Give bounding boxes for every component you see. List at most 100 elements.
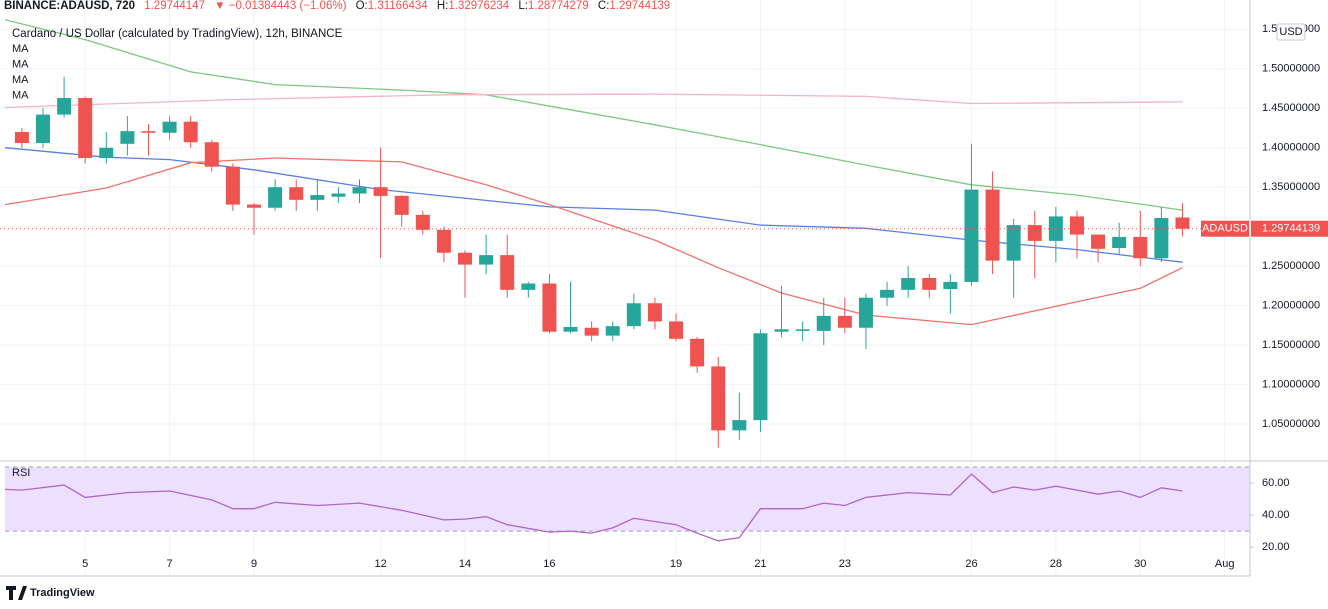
rsi-band bbox=[5, 466, 1250, 532]
candle-body bbox=[922, 278, 937, 290]
y-tick-label: 1.40000000 bbox=[1262, 142, 1320, 154]
rsi-tick-label: 40.00 bbox=[1262, 509, 1290, 521]
header: BINANCE:ADAUSD, 720 1.29744147 ▼ −0.0138… bbox=[4, 0, 670, 12]
candle-body bbox=[1133, 236, 1148, 259]
candle-body bbox=[647, 303, 662, 322]
ohlc-value: 1.28774279 bbox=[528, 0, 589, 12]
candle-body bbox=[985, 189, 1000, 261]
y-tick-label: 1.10000000 bbox=[1262, 378, 1320, 390]
candle-body bbox=[35, 114, 50, 143]
candle-body bbox=[774, 329, 789, 332]
candle-body bbox=[732, 420, 747, 431]
candle-body bbox=[394, 195, 409, 215]
candle-body bbox=[204, 142, 219, 167]
legend-entry: MA bbox=[12, 58, 29, 70]
candle-body bbox=[162, 121, 177, 133]
legend-entry: MA bbox=[12, 74, 29, 86]
candle-body bbox=[858, 297, 873, 328]
ohlc-value: 1.31166434 bbox=[368, 0, 429, 12]
candle-body bbox=[479, 255, 494, 265]
ohlc-label: C: bbox=[598, 0, 610, 12]
price-tag bbox=[1201, 220, 1249, 237]
rsi-title: RSI bbox=[12, 467, 30, 479]
x-tick-label: 23 bbox=[839, 558, 851, 570]
x-tick-label: 12 bbox=[374, 558, 386, 570]
candle-body bbox=[1175, 217, 1190, 229]
candle-body bbox=[626, 303, 641, 327]
x-tick-label: Aug bbox=[1215, 558, 1235, 570]
x-tick-label: 16 bbox=[543, 558, 555, 570]
candle-body bbox=[1112, 236, 1127, 248]
change: ▼ −0.01384443 (−1.06%) bbox=[214, 0, 346, 12]
candle-body bbox=[14, 131, 29, 143]
chart-title: Cardano / US Dollar (calculated by Tradi… bbox=[12, 28, 343, 40]
candle-body bbox=[373, 187, 388, 196]
ma-line bbox=[4, 157, 1183, 326]
price: 1.29744147 bbox=[144, 0, 205, 12]
y-tick-label: 1.15000000 bbox=[1262, 339, 1320, 351]
legend-entry: MA bbox=[12, 43, 29, 55]
ohlc-label: O: bbox=[356, 0, 368, 12]
y-tick-label: 1.35000000 bbox=[1262, 181, 1320, 193]
candle-body bbox=[436, 229, 451, 253]
currency: USD bbox=[1279, 26, 1302, 38]
candle-body bbox=[458, 252, 473, 265]
brand: TradingView bbox=[6, 586, 95, 600]
candle-body bbox=[563, 326, 578, 332]
candle-body bbox=[120, 131, 135, 144]
price-tag-box bbox=[1251, 220, 1328, 237]
x-tick-label: 19 bbox=[670, 558, 682, 570]
candle-body bbox=[880, 289, 895, 298]
y-tick-label: 1.20000000 bbox=[1262, 300, 1320, 312]
candle-body bbox=[837, 315, 852, 328]
x-tick-label: 26 bbox=[965, 558, 977, 570]
symbol: BINANCE:ADAUSD, 720 bbox=[4, 0, 135, 12]
legend-entry: MA bbox=[12, 89, 29, 101]
rsi-tick-label: 60.00 bbox=[1262, 477, 1290, 489]
y-tick-label: 1.05000000 bbox=[1262, 418, 1320, 430]
candle-body bbox=[1027, 225, 1042, 241]
candle-body bbox=[521, 283, 536, 290]
y-tick-label: 1.45000000 bbox=[1262, 102, 1320, 114]
candle-body bbox=[1006, 225, 1021, 261]
candle-body bbox=[795, 329, 810, 331]
candle-body bbox=[247, 204, 261, 208]
candle-body bbox=[78, 98, 93, 158]
x-tick-label: 30 bbox=[1134, 558, 1146, 570]
candle-body bbox=[331, 193, 346, 197]
price-tag-value: 1.29744139 bbox=[1262, 223, 1320, 235]
candle-body bbox=[225, 166, 240, 205]
x-tick-label: 21 bbox=[754, 558, 766, 570]
candle-body bbox=[901, 278, 916, 290]
candle-body bbox=[415, 214, 430, 230]
x-tick-label: 14 bbox=[459, 558, 471, 570]
ma-line bbox=[4, 93, 1183, 109]
candle-body bbox=[542, 283, 557, 332]
x-tick-label: 5 bbox=[82, 558, 88, 570]
candle-body bbox=[183, 121, 198, 143]
candle-body bbox=[816, 315, 831, 331]
ohlc-label: L: bbox=[518, 0, 528, 12]
candle-body bbox=[289, 187, 304, 200]
candle-body bbox=[1091, 234, 1106, 249]
plot bbox=[0, 19, 1250, 542]
candle-body bbox=[141, 131, 156, 133]
x-tick-label: 28 bbox=[1050, 558, 1062, 570]
ohlc-label: H: bbox=[437, 0, 449, 12]
currency-badge bbox=[1276, 23, 1306, 41]
candle-body bbox=[669, 321, 684, 339]
candle-body bbox=[1154, 218, 1169, 259]
candle-body bbox=[584, 327, 599, 336]
x-tick-label: 7 bbox=[167, 558, 173, 570]
candle-body bbox=[57, 98, 72, 115]
candle-body bbox=[711, 366, 726, 431]
rsi-line bbox=[4, 473, 1183, 542]
candle-body bbox=[268, 187, 283, 208]
brand-name: TradingView bbox=[30, 587, 95, 599]
candle-body bbox=[690, 338, 705, 367]
ohlc-value: 1.32976234 bbox=[448, 0, 509, 12]
y-tick-label: 1.50000000 bbox=[1262, 63, 1320, 75]
y-tick-label: 1.25000000 bbox=[1262, 260, 1320, 272]
x-tick-label: 9 bbox=[251, 558, 257, 570]
